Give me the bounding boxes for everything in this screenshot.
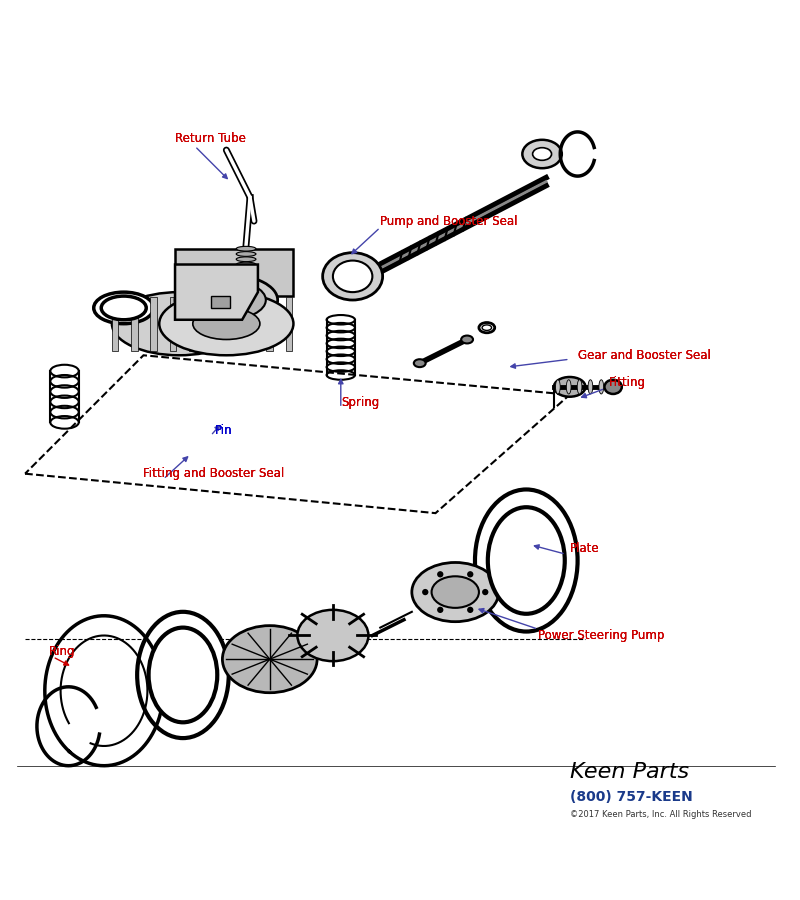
Ellipse shape	[475, 490, 578, 632]
Text: Power Steering Pump: Power Steering Pump	[538, 629, 665, 642]
Text: (800) 757-KEEN: (800) 757-KEEN	[570, 790, 693, 805]
Bar	[189, 297, 195, 350]
Ellipse shape	[412, 562, 498, 622]
Text: Fitting and Booster Seal: Fitting and Booster Seal	[143, 467, 285, 481]
Ellipse shape	[112, 292, 246, 356]
Text: Spring: Spring	[341, 396, 379, 410]
Text: Power Steering Pump: Power Steering Pump	[538, 629, 665, 642]
Circle shape	[422, 589, 429, 595]
Text: Keen Parts: Keen Parts	[570, 761, 689, 781]
Text: Fitting and Booster Seal: Fitting and Booster Seal	[143, 467, 285, 481]
Bar	[170, 297, 176, 350]
Ellipse shape	[599, 380, 604, 394]
Ellipse shape	[187, 280, 266, 319]
Bar	[266, 297, 273, 350]
Ellipse shape	[605, 380, 622, 394]
Ellipse shape	[94, 292, 154, 324]
Bar	[247, 297, 254, 350]
Ellipse shape	[555, 380, 560, 394]
Text: Return Tube: Return Tube	[175, 131, 246, 145]
Bar	[112, 297, 118, 350]
Text: ©2017 Keen Parts, Inc. All Rights Reserved: ©2017 Keen Parts, Inc. All Rights Reserv…	[570, 810, 751, 819]
Ellipse shape	[479, 322, 494, 333]
Text: Ring: Ring	[49, 644, 75, 658]
Text: Return Tube: Return Tube	[175, 131, 246, 145]
Text: Plate: Plate	[570, 542, 599, 555]
Text: Ring: Ring	[49, 644, 75, 658]
Ellipse shape	[193, 308, 260, 339]
Ellipse shape	[298, 610, 369, 662]
Bar	[208, 297, 214, 350]
Bar	[228, 297, 234, 350]
Ellipse shape	[159, 292, 294, 356]
Ellipse shape	[236, 247, 256, 251]
Circle shape	[437, 607, 443, 613]
Circle shape	[467, 607, 474, 613]
Text: Fitting: Fitting	[609, 376, 646, 390]
Text: Gear and Booster Seal: Gear and Booster Seal	[578, 349, 710, 362]
Ellipse shape	[175, 274, 278, 326]
Polygon shape	[175, 265, 258, 319]
Ellipse shape	[588, 380, 593, 394]
Ellipse shape	[333, 261, 372, 292]
Ellipse shape	[522, 140, 562, 168]
Text: Fitting and Booster Seal: Fitting and Booster Seal	[143, 467, 285, 481]
Text: Pin: Pin	[214, 424, 232, 436]
Ellipse shape	[431, 576, 479, 608]
Text: Gear and Booster Seal: Gear and Booster Seal	[578, 349, 710, 362]
Ellipse shape	[533, 148, 551, 160]
Polygon shape	[175, 248, 294, 296]
Circle shape	[437, 572, 443, 578]
Text: Pin: Pin	[214, 424, 232, 436]
Bar	[150, 297, 157, 350]
Bar	[286, 297, 292, 350]
Text: Spring: Spring	[341, 396, 379, 410]
Ellipse shape	[137, 612, 229, 738]
Text: Pump and Booster Seal: Pump and Booster Seal	[380, 214, 518, 228]
Ellipse shape	[236, 256, 256, 262]
Text: Pin: Pin	[214, 424, 232, 436]
Text: Fitting: Fitting	[609, 376, 646, 390]
Text: Power Steering Pump: Power Steering Pump	[538, 629, 665, 642]
Ellipse shape	[461, 336, 473, 344]
Ellipse shape	[322, 253, 382, 300]
Ellipse shape	[149, 627, 218, 723]
Text: Pump and Booster Seal: Pump and Booster Seal	[380, 214, 518, 228]
Bar	[210, 296, 230, 308]
Bar	[131, 297, 138, 350]
Ellipse shape	[482, 325, 491, 330]
Text: Pump and Booster Seal: Pump and Booster Seal	[380, 214, 518, 228]
Text: Gear and Booster Seal: Gear and Booster Seal	[578, 349, 710, 362]
Text: Plate: Plate	[570, 542, 599, 555]
Circle shape	[482, 589, 489, 595]
Ellipse shape	[414, 359, 426, 367]
Ellipse shape	[566, 380, 571, 394]
Circle shape	[467, 572, 474, 578]
Ellipse shape	[554, 377, 586, 397]
Ellipse shape	[222, 626, 317, 693]
Ellipse shape	[236, 252, 256, 256]
Text: Spring: Spring	[341, 396, 379, 410]
Text: Ring: Ring	[49, 644, 75, 658]
Ellipse shape	[577, 380, 582, 394]
Ellipse shape	[488, 508, 565, 614]
Text: Fitting: Fitting	[609, 376, 646, 390]
Text: Return Tube: Return Tube	[175, 131, 246, 145]
Ellipse shape	[102, 296, 146, 320]
Ellipse shape	[236, 262, 256, 267]
Text: Plate: Plate	[570, 542, 599, 555]
